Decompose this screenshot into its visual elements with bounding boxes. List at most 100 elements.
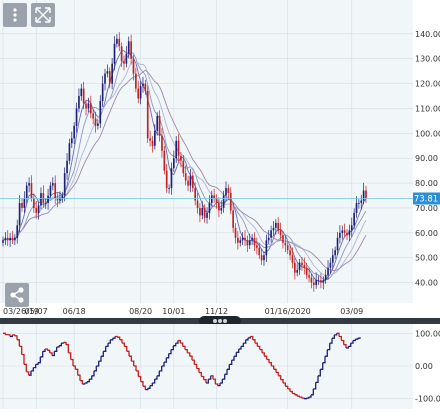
candle-body xyxy=(325,275,327,280)
oscillator-chart[interactable]: 100.000.00-100.00 xyxy=(0,324,440,409)
expand-button[interactable] xyxy=(31,3,55,27)
candle-body xyxy=(140,86,142,98)
candle-body xyxy=(121,46,123,61)
candle-body xyxy=(95,118,97,125)
candle-body xyxy=(164,151,166,171)
candle-body xyxy=(64,173,66,195)
candle-body xyxy=(334,250,336,255)
candle-body xyxy=(349,230,351,235)
price-axis-label: 120.00 xyxy=(415,80,440,89)
candle-body xyxy=(301,263,303,265)
time-axis-label: 08/20 xyxy=(129,307,152,316)
candle-body xyxy=(19,203,21,225)
candle-body xyxy=(45,203,47,204)
candle-body xyxy=(28,183,30,185)
time-axis-label: 01/16/2020 xyxy=(265,307,311,316)
candle-body xyxy=(187,181,189,186)
oscillator-axis-label: -100.00 xyxy=(415,395,440,404)
grip-dot xyxy=(223,319,227,323)
price-chart-pane[interactable]: 140.00130.00120.00110.00100.0090.0080.00… xyxy=(0,0,440,318)
candle-body xyxy=(201,208,203,215)
candle-body xyxy=(339,233,341,238)
candle-body xyxy=(83,89,85,104)
candle-body xyxy=(111,64,113,84)
price-axis-label: 50.00 xyxy=(415,254,438,263)
candle-body xyxy=(306,268,308,275)
candle-body xyxy=(26,186,28,198)
share-button[interactable] xyxy=(5,283,29,307)
candle-body xyxy=(223,196,225,208)
candle-body xyxy=(322,280,324,282)
price-axis-label: 110.00 xyxy=(415,105,440,114)
candle-body xyxy=(61,196,63,198)
candle-body xyxy=(289,250,291,255)
candle-body xyxy=(40,193,42,205)
candle-body xyxy=(230,193,232,210)
candle-body xyxy=(213,196,215,198)
candle-body xyxy=(38,205,40,212)
candle-body xyxy=(242,238,244,240)
candle-body xyxy=(128,41,130,53)
candle-body xyxy=(14,238,16,240)
candle-body xyxy=(315,280,317,285)
candle-body xyxy=(178,141,180,156)
candle-body xyxy=(154,131,156,146)
candle-body xyxy=(7,238,9,240)
oscillator-plot-background xyxy=(0,324,413,409)
candle-body xyxy=(78,96,80,108)
candle-body xyxy=(209,203,211,213)
candle-body xyxy=(66,161,68,173)
candle-body xyxy=(360,201,362,203)
candle-body xyxy=(220,208,222,210)
candle-body xyxy=(363,191,365,201)
time-axis-label: 06/18 xyxy=(63,307,86,316)
oscillator-segment xyxy=(115,337,117,338)
candle-body xyxy=(166,171,168,188)
oscillator-axis-label: 100.00 xyxy=(415,329,440,338)
price-axis-label: 80.00 xyxy=(415,179,438,188)
candle-body xyxy=(161,136,163,151)
time-axis-label: 11/12 xyxy=(205,307,228,316)
candle-body xyxy=(199,208,201,215)
candle-body xyxy=(313,283,315,285)
candle-body xyxy=(31,183,33,198)
candle-body xyxy=(182,161,184,173)
candle-body xyxy=(320,280,322,282)
candle-body xyxy=(277,223,279,230)
price-chart[interactable]: 140.00130.00120.00110.00100.0090.0080.00… xyxy=(0,0,440,318)
candle-body xyxy=(296,270,298,272)
candle-body xyxy=(171,168,173,188)
candle-body xyxy=(104,74,106,84)
candle-body xyxy=(346,233,348,235)
candle-body xyxy=(282,235,284,242)
candle-body xyxy=(5,238,7,240)
menu-button[interactable] xyxy=(3,3,27,27)
candle-body xyxy=(21,203,23,208)
expand-arrows-icon xyxy=(31,3,55,27)
oscillator-segment xyxy=(61,342,63,343)
candle-body xyxy=(116,39,118,44)
price-axis-label: 40.00 xyxy=(415,279,438,288)
candle-body xyxy=(168,188,170,189)
candle-body xyxy=(249,240,251,245)
grip-dot xyxy=(218,319,222,323)
candle-body xyxy=(24,198,26,208)
oscillator-segment xyxy=(302,398,304,399)
candle-body xyxy=(92,113,94,118)
candle-body xyxy=(73,126,75,138)
candle-body xyxy=(109,71,111,83)
candle-body xyxy=(299,263,301,270)
candle-body xyxy=(118,39,120,46)
candle-body xyxy=(85,104,87,109)
oscillator-pane[interactable]: 100.000.00-100.00 xyxy=(0,324,440,409)
candle-body xyxy=(287,245,289,250)
candle-body xyxy=(344,230,346,232)
price-axis-label: 60.00 xyxy=(415,229,438,238)
candle-body xyxy=(318,280,320,281)
candle-body xyxy=(145,84,147,91)
candle-body xyxy=(192,176,194,188)
candle-body xyxy=(358,203,360,204)
candle-body xyxy=(107,71,109,73)
